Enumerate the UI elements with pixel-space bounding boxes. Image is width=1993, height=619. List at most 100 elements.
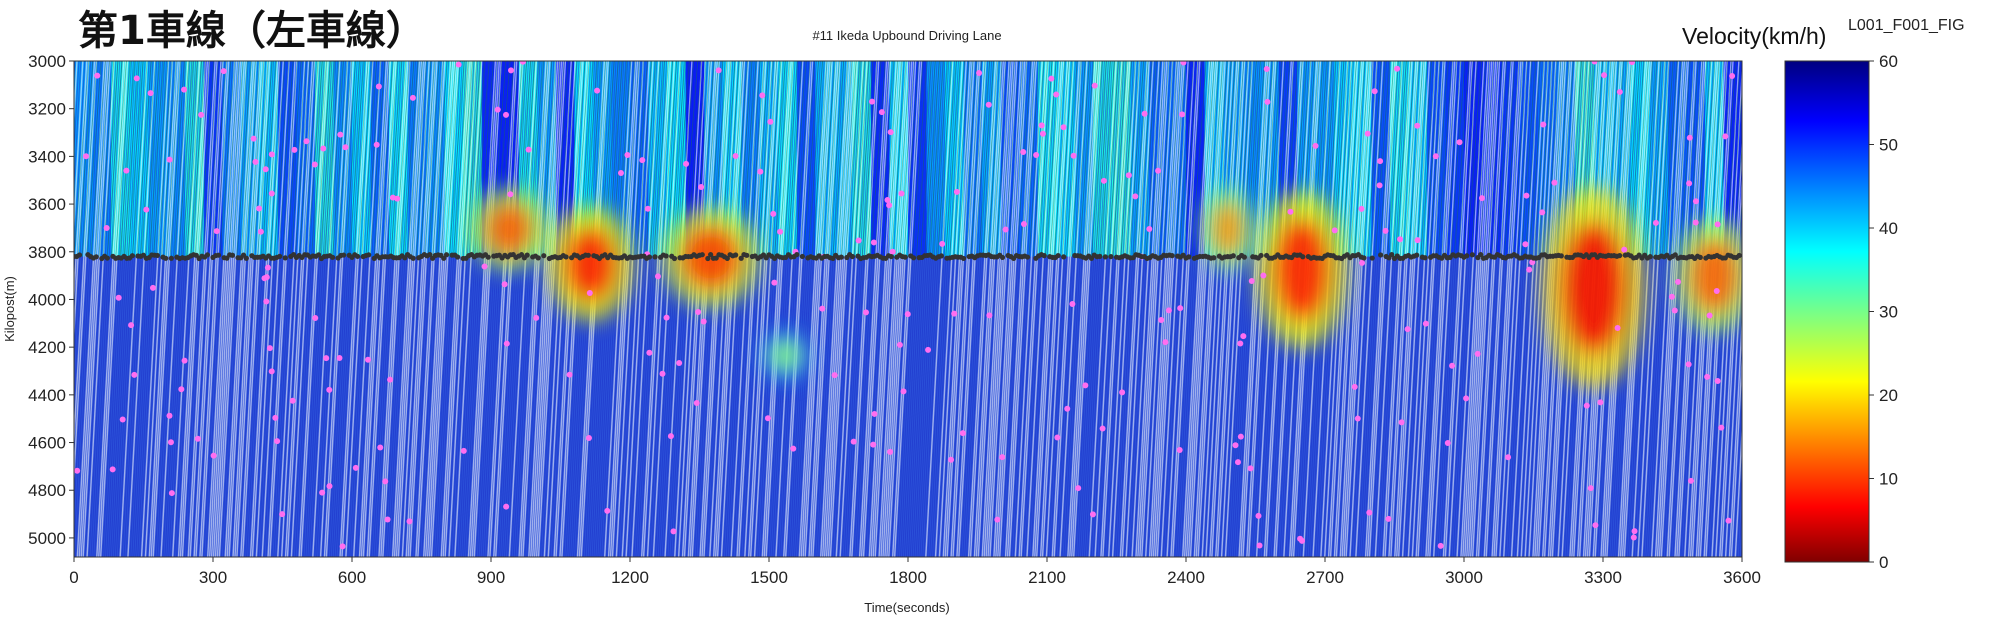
trajectory-line <box>677 61 707 557</box>
detector-point <box>427 251 433 258</box>
trajectory-line <box>78 61 107 557</box>
trajectory-upstream <box>1374 61 1391 257</box>
event-marker <box>375 83 382 90</box>
trajectory-upstream <box>386 61 402 257</box>
trajectory-upstream <box>770 61 786 257</box>
trajectory-upstream <box>307 61 323 257</box>
trajectory-line <box>923 61 952 557</box>
trajectory-line <box>483 61 512 557</box>
trajectory-line <box>113 61 142 557</box>
trajectory-line <box>325 61 354 557</box>
event-marker <box>1382 227 1389 234</box>
trajectory-line <box>693 61 722 557</box>
trajectory-line <box>615 61 644 557</box>
trajectory-line <box>430 61 460 557</box>
trajectory-line <box>1390 61 1419 557</box>
trajectory-line <box>759 61 788 557</box>
detector-point <box>699 252 705 258</box>
trajectory-line <box>814 61 843 557</box>
trajectory-line <box>1189 61 1219 557</box>
event-marker <box>213 228 220 235</box>
trajectory-upstream <box>786 61 803 257</box>
trajectory-line <box>378 61 407 557</box>
event-marker <box>501 281 508 288</box>
x-tick-label: 600 <box>338 568 366 587</box>
trajectory-line <box>763 61 792 557</box>
trajectory-upstream <box>1137 61 1153 257</box>
trajectory-upstream <box>1187 61 1203 257</box>
trajectory-line <box>818 61 847 557</box>
detector-point <box>1478 251 1484 258</box>
trajectory-line <box>952 61 981 557</box>
trajectory-line <box>820 61 849 557</box>
trajectory-upstream <box>261 61 277 257</box>
y-tick-label: 4400 <box>28 386 66 405</box>
trajectory-line <box>1738 498 1742 557</box>
trajectory-line <box>742 61 771 557</box>
event-marker <box>289 397 296 404</box>
trajectory-line <box>473 61 502 557</box>
trajectory-line <box>1386 61 1415 557</box>
trajectory-line <box>649 61 677 557</box>
trajectory-line <box>777 61 806 557</box>
trajectory-upstream <box>1533 61 1549 257</box>
x-tick-label: 3300 <box>1584 568 1622 587</box>
trajectory-line <box>1353 61 1382 557</box>
trajectory-upstream <box>1470 61 1487 257</box>
event-marker <box>1718 424 1725 431</box>
event-marker <box>898 190 905 197</box>
trajectory-line <box>347 61 376 557</box>
trajectory-upstream <box>219 61 236 257</box>
trajectory-line <box>316 61 344 557</box>
detector-point <box>485 254 491 260</box>
event-marker <box>257 228 264 235</box>
event-marker <box>263 274 270 281</box>
trajectory-upstream <box>974 61 990 257</box>
trajectory-line <box>386 61 415 557</box>
trajectory-line <box>1483 61 1512 557</box>
trajectory-upstream <box>1453 61 1470 257</box>
event-marker <box>1729 72 1736 79</box>
trajectory-upstream <box>94 61 111 257</box>
trajectory-upstream <box>924 61 940 257</box>
detector-point <box>1697 254 1703 260</box>
event-marker <box>382 478 389 485</box>
event-marker <box>1714 221 1721 228</box>
trajectory-line <box>179 61 209 557</box>
detector-point <box>849 253 856 260</box>
event-marker <box>533 314 540 321</box>
trajectory-line <box>1248 61 1277 557</box>
event-marker <box>1162 339 1169 346</box>
trajectory-upstream <box>1011 61 1028 257</box>
trajectory-line <box>493 61 522 557</box>
event-marker <box>460 447 467 454</box>
trajectory-line <box>137 61 165 557</box>
event-marker <box>262 166 269 173</box>
trajectory-upstream <box>432 61 448 257</box>
trajectory-line <box>1491 61 1520 557</box>
trajectory-line <box>197 61 226 557</box>
trajectory-line <box>1384 61 1413 557</box>
trajectory-line <box>417 61 446 557</box>
event-marker <box>1587 485 1594 492</box>
trajectory-line <box>154 61 183 557</box>
trajectory-upstream <box>1420 61 1437 257</box>
trajectory-upstream <box>1520 61 1537 257</box>
trajectory-line <box>876 61 905 557</box>
trajectory-line <box>1036 61 1065 557</box>
event-marker <box>220 68 227 75</box>
trajectory-line <box>1026 61 1055 557</box>
trajectory-line <box>1049 61 1078 557</box>
trajectory-line <box>477 61 506 557</box>
trajectory-line <box>800 61 829 557</box>
trajectory-line <box>967 61 997 557</box>
trajectory-line <box>329 61 358 557</box>
trajectory-line <box>1016 61 1045 557</box>
trajectory-line <box>660 61 689 557</box>
trajectory-line <box>1442 61 1472 557</box>
trajectory-line <box>1654 61 1684 557</box>
event-marker <box>326 386 333 393</box>
detector-point <box>329 254 336 260</box>
trajectory-upstream <box>1495 61 1512 257</box>
trajectory-line <box>1199 61 1228 557</box>
